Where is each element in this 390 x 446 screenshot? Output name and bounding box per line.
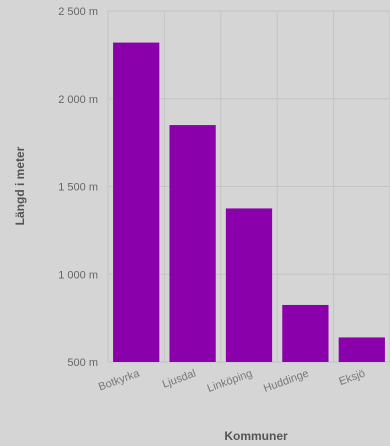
bar-huddinge: [282, 304, 329, 362]
x-tick-label: Botkyrka: [97, 367, 142, 393]
x-tick-label: Linköping: [206, 368, 254, 395]
x-tick-label: Huddinge: [262, 368, 310, 395]
bar-botkyrka: [113, 42, 160, 363]
y-tick-label: 500 m: [67, 357, 98, 369]
x-axis-title: Kommuner: [224, 429, 288, 443]
y-tick-label: 1 000 m: [58, 269, 98, 281]
bar-eksjö: [338, 337, 385, 362]
y-axis-ticks: 500 m 1 000 m 1 500 m 2 000 m 2 500 m: [58, 6, 98, 369]
y-tick-label: 2 000 m: [58, 94, 98, 106]
x-axis-ticks: Botkyrka Ljusdal Linköping Huddinge Eksjö: [97, 367, 367, 395]
x-tick-label: Eksjö: [337, 368, 366, 388]
bars: [113, 42, 385, 363]
y-axis-title: Längd i meter: [13, 146, 27, 225]
bar-linköping: [225, 208, 273, 362]
x-tick-label: Ljusdal: [161, 368, 198, 391]
y-tick-label: 1 500 m: [58, 182, 98, 194]
y-tick-label: 2 500 m: [58, 6, 98, 18]
bar-ljusdal: [169, 125, 216, 362]
